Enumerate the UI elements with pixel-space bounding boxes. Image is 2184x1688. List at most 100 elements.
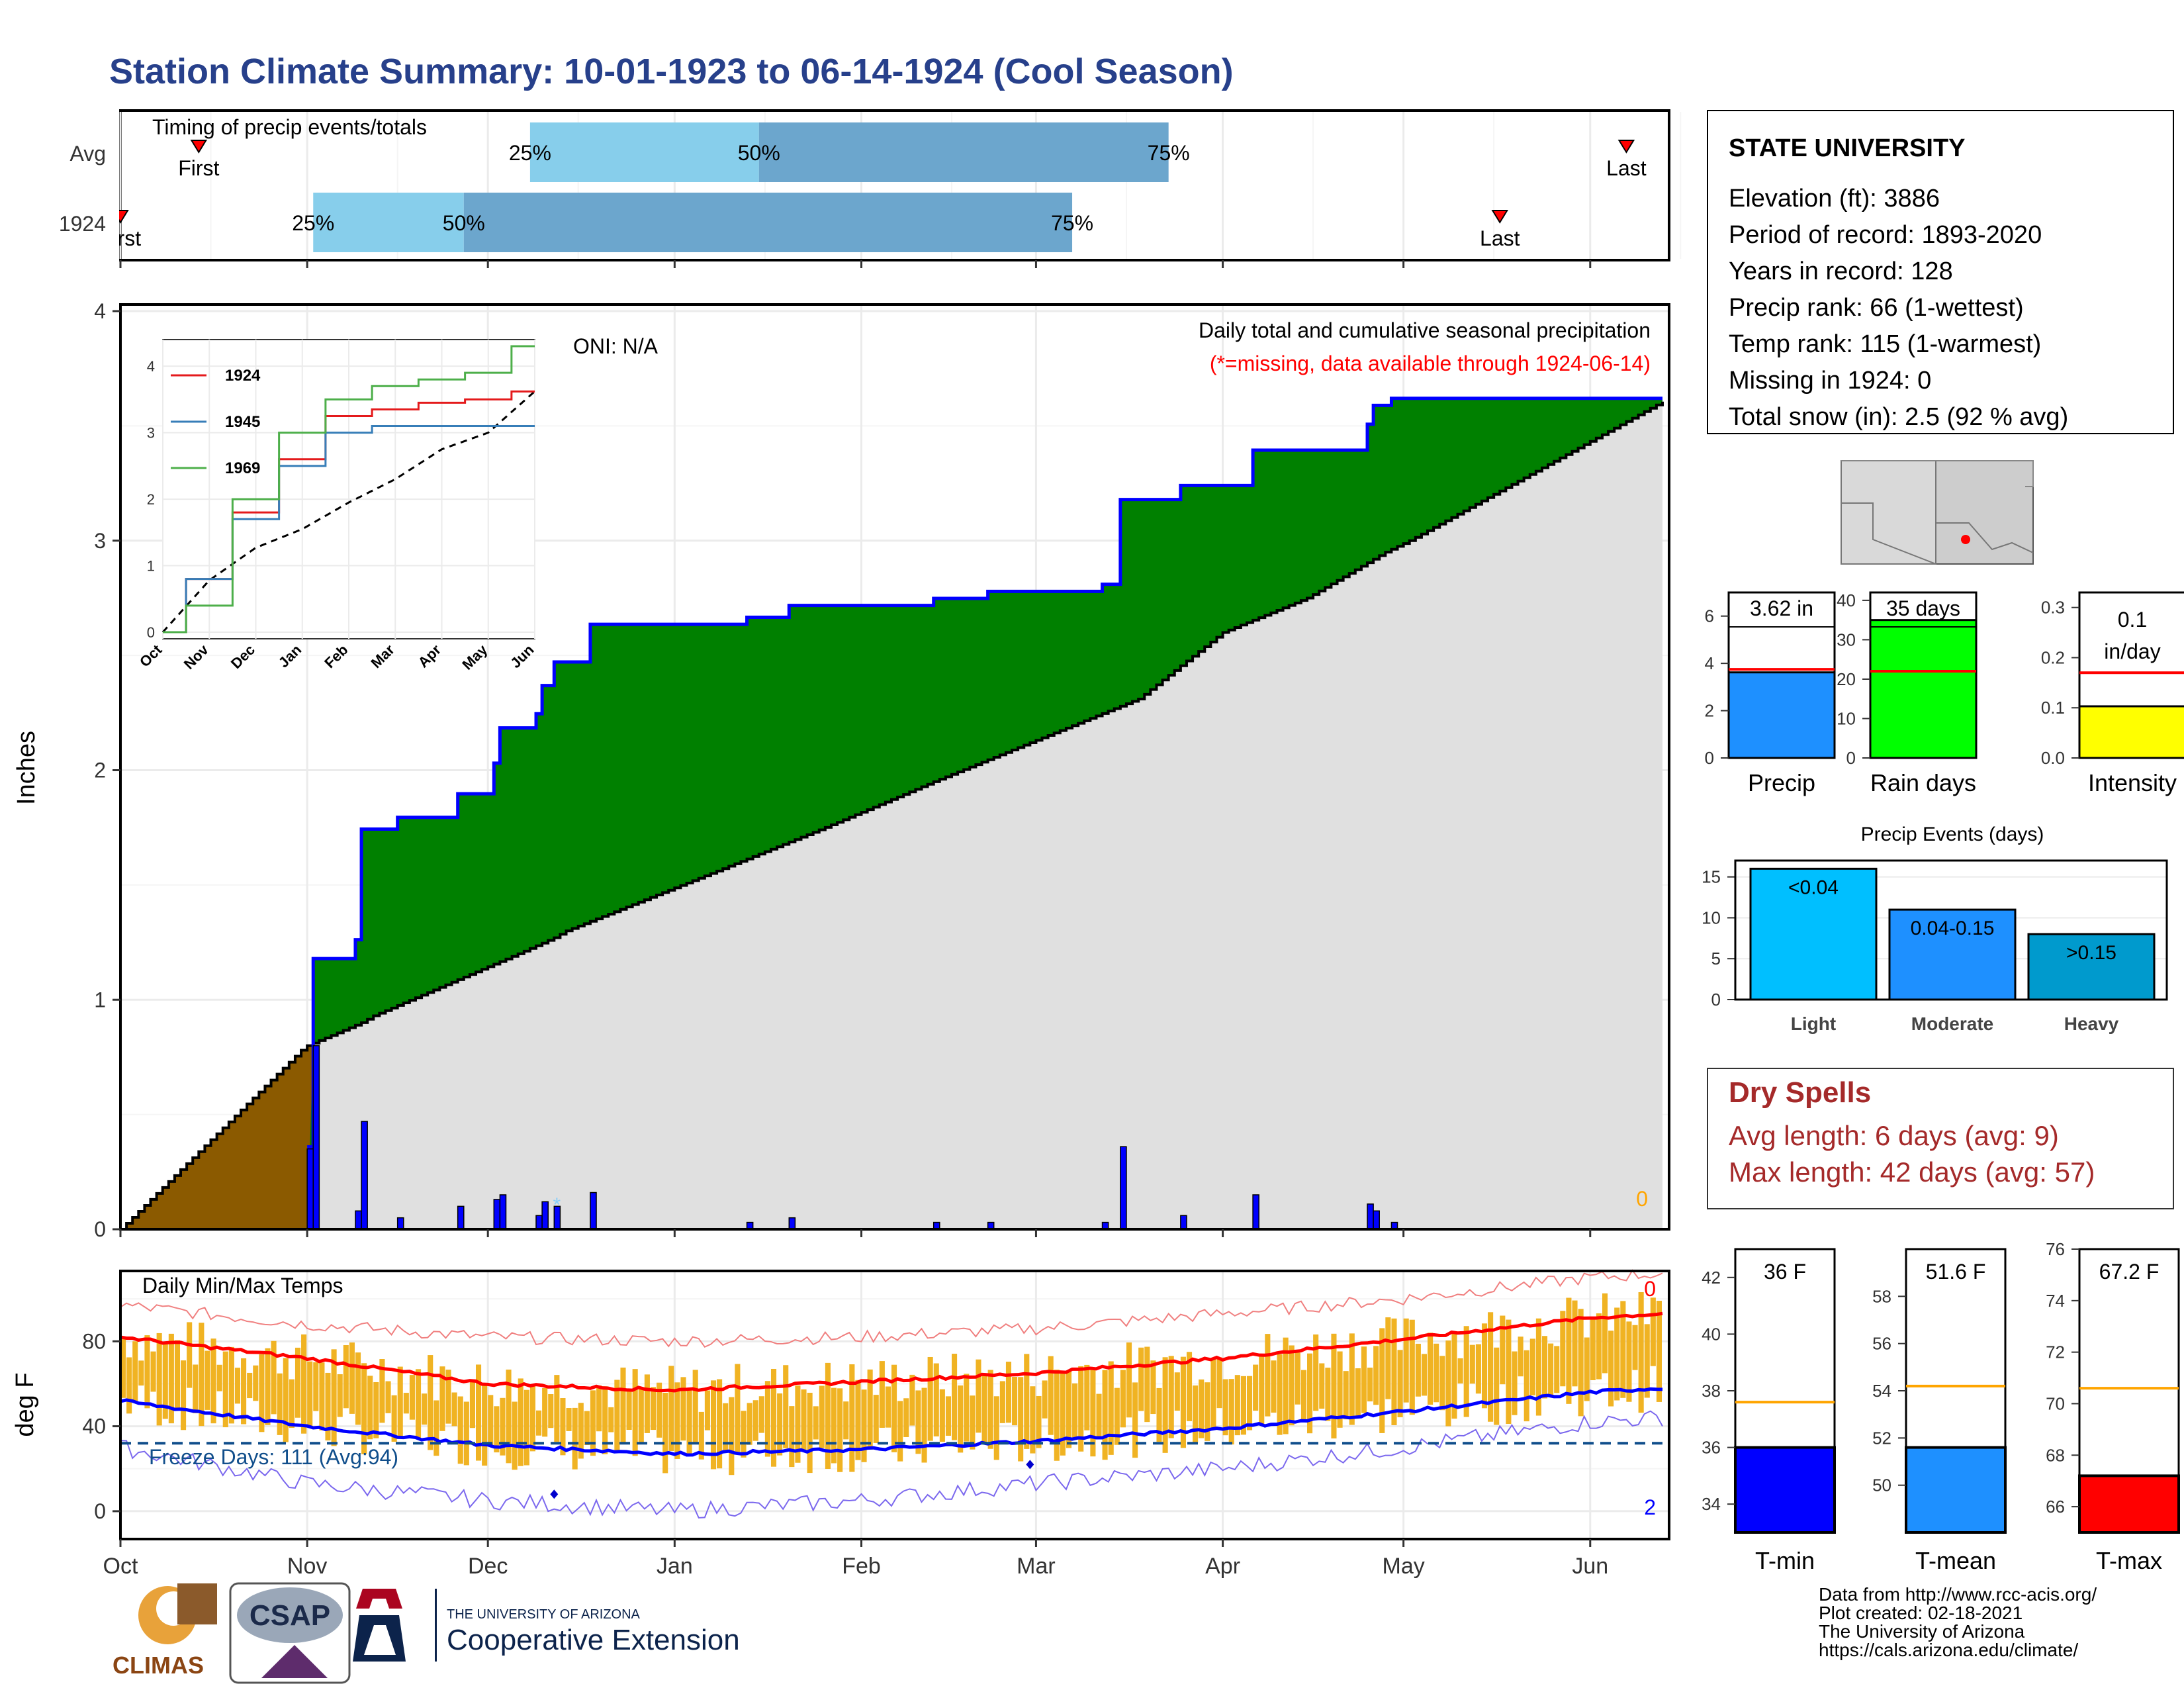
daily-temp-bar — [747, 1403, 752, 1445]
daily-temp-bar — [1174, 1372, 1180, 1411]
daily-temp-bar — [156, 1333, 162, 1426]
oni-label: ONI: N/A — [573, 334, 659, 358]
footer-line: https://cals.arizona.edu/climate/ — [1819, 1640, 2078, 1660]
daily-temp-bar — [1030, 1386, 1036, 1454]
daily-temp-bar — [1560, 1311, 1566, 1387]
daily-temp-bar — [813, 1406, 819, 1440]
daily-temp-bar — [506, 1369, 512, 1464]
daily-precip-bar — [361, 1121, 368, 1230]
daily-temp-bar — [1367, 1368, 1373, 1402]
timing-label-50: 50% — [738, 141, 780, 165]
daily-temp-bar — [837, 1388, 843, 1472]
daily-temp-bar — [548, 1394, 554, 1429]
summary-bar-value — [1727, 671, 1836, 759]
daily-temp-bar — [783, 1365, 789, 1448]
daily-temp-bar — [1132, 1382, 1138, 1458]
csap-logo-text: CSAP — [250, 1599, 330, 1632]
timing-clip-mask — [0, 199, 119, 258]
daily-temp-bar — [1355, 1368, 1361, 1417]
daily-temp-bar — [1325, 1368, 1331, 1421]
daily-temp-bar — [1343, 1371, 1349, 1420]
footer-credits: Data from http://www.rcc-acis.org/Plot c… — [1819, 1584, 2097, 1660]
temp-bar-ytick-label: 56 — [1872, 1334, 1891, 1354]
ua-logo: THE UNIVERSITY OF ARIZONA Cooperative Ex… — [353, 1589, 740, 1662]
average-cumulative-area — [120, 401, 1662, 1229]
daily-temp-bar — [1373, 1346, 1379, 1405]
average-max-line — [120, 1311, 1663, 1393]
precip-ytick-label: 2 — [94, 759, 106, 782]
last-event-label: Last — [1606, 156, 1647, 180]
daily-temp-bar — [482, 1383, 488, 1466]
daily-temp-bar — [1529, 1338, 1535, 1395]
temp-bar-label: 67.2 F — [2099, 1260, 2160, 1284]
summary-ytick-label: 0 — [1705, 748, 1714, 768]
daily-temp-bar — [885, 1386, 891, 1428]
summary-ytick-label: 0.3 — [2041, 598, 2065, 618]
event-category-label: Light — [1791, 1013, 1836, 1034]
daily-precip-bar — [1373, 1210, 1380, 1230]
daily-precip-bar — [499, 1194, 507, 1230]
daily-temp-bar — [915, 1390, 921, 1454]
month-label: Apr — [1205, 1554, 1240, 1579]
daily-temp-bar — [1385, 1317, 1391, 1399]
inset-ytick-label: 2 — [147, 491, 155, 508]
summary-ytick-label: 0.0 — [2041, 748, 2065, 768]
summary-bar-value — [1869, 619, 1978, 759]
daily-temp-bar — [367, 1376, 373, 1440]
daily-temp-bar — [945, 1396, 952, 1436]
temp-bar-name: T-min — [1755, 1547, 1815, 1574]
daily-temp-bar — [1566, 1297, 1572, 1404]
daily-temp-bar — [529, 1386, 536, 1452]
daily-temp-bar — [1246, 1376, 1253, 1430]
summary-ytick-label: 0.2 — [2041, 647, 2065, 667]
daily-temp-bar — [1535, 1318, 1541, 1416]
daily-temp-bar — [1228, 1379, 1234, 1445]
daily-temp-bar — [1656, 1301, 1662, 1402]
daily-temp-bar — [361, 1363, 367, 1454]
temp-bar-label: 36 F — [1764, 1260, 1806, 1284]
summary-ytick-label: 4 — [1705, 653, 1714, 673]
timing-bar-50-75 — [758, 122, 1169, 182]
footer-line: The University of Arizona — [1819, 1621, 2025, 1642]
daily-temp-bar — [415, 1369, 422, 1440]
temp-bar-0: 36 F 34 36 38 40 42 T-min — [1702, 1248, 1836, 1574]
daily-temp-bar — [1084, 1364, 1090, 1430]
summary-ytick-label: 20 — [1837, 669, 1856, 689]
daily-temp-bar — [1295, 1352, 1300, 1405]
daily-temp-bar — [216, 1364, 222, 1391]
daily-temp-bar — [542, 1387, 548, 1437]
daily-precip-bar — [312, 1045, 320, 1230]
daily-temp-bar — [614, 1380, 620, 1452]
daily-temp-bar — [668, 1366, 674, 1452]
daily-temp-bar — [132, 1341, 138, 1403]
station-name: STATE UNIVERSITY — [1729, 134, 1966, 162]
csap-logo: CSAP — [229, 1582, 351, 1684]
daily-temp-bar — [891, 1364, 897, 1452]
record-low-marker — [1026, 1460, 1034, 1470]
daily-temp-bar — [1572, 1300, 1578, 1387]
daily-temp-bar — [259, 1354, 265, 1432]
daily-temp-bar — [710, 1380, 717, 1470]
daily-temp-bar — [1602, 1293, 1608, 1374]
station-info-line: Precip rank: 66 (1-wettest) — [1729, 294, 2024, 322]
daily-temp-bar — [608, 1407, 614, 1432]
daily-temp-bar — [428, 1355, 433, 1450]
daily-temp-bar — [247, 1372, 253, 1399]
precip-ytick-label: 1 — [94, 988, 106, 1011]
daily-temp-bar — [560, 1398, 566, 1456]
summary-ytick-label: 40 — [1837, 590, 1856, 610]
daily-temp-bar — [409, 1375, 415, 1420]
daily-temp-bar — [825, 1362, 831, 1470]
month-label: Feb — [842, 1554, 881, 1579]
event-bar-label: >0.15 — [2066, 942, 2116, 964]
last-event-label: Last — [1480, 226, 1520, 250]
temp-series — [120, 1269, 1669, 1519]
daily-temp-bar — [1361, 1346, 1367, 1413]
daily-precip-bar — [457, 1205, 465, 1230]
precip-ytick-label: 4 — [94, 299, 106, 323]
daily-temp-bar — [1319, 1363, 1325, 1409]
temp-bar-ytick-label: 54 — [1872, 1381, 1891, 1401]
temp-ylabel: deg F — [11, 1372, 39, 1436]
daily-temp-bar — [289, 1379, 295, 1429]
